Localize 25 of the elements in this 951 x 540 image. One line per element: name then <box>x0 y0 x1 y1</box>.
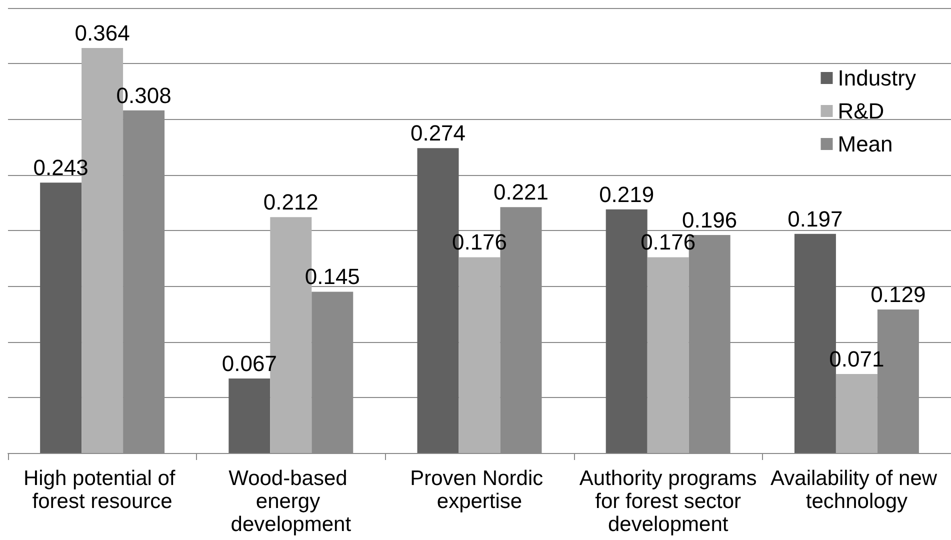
data-label: 0.067 <box>222 350 277 376</box>
bar <box>228 378 270 453</box>
data-label: 0.212 <box>263 190 318 215</box>
x-tick-label: Authority programs for forest sector development <box>579 467 757 536</box>
bar <box>40 182 82 453</box>
data-label: 0.243 <box>33 155 88 180</box>
data-label: 0.197 <box>788 206 843 232</box>
data-label: 0.221 <box>493 180 549 205</box>
data-label: 0.364 <box>74 20 130 46</box>
data-label: 0.196 <box>682 207 738 232</box>
bar <box>647 257 689 453</box>
legend-label: R&D <box>838 98 884 124</box>
data-label: 0.129 <box>870 282 926 307</box>
data-label: 0.274 <box>410 120 466 146</box>
data-label: 0.145 <box>304 264 360 290</box>
x-tick-label: Proven Nordic expertise <box>410 467 549 513</box>
legend-label: Mean <box>838 132 893 156</box>
data-label: 0.219 <box>599 182 654 207</box>
legend-label: Industry <box>838 66 916 90</box>
x-tick-label: Wood-based energy development <box>228 467 354 536</box>
x-tick-label: Availability of new technology <box>770 467 943 513</box>
bar <box>458 257 500 453</box>
x-tick-label: High potential of forest resource <box>23 467 182 513</box>
bar <box>836 374 878 453</box>
data-label: 0.308 <box>116 82 172 108</box>
